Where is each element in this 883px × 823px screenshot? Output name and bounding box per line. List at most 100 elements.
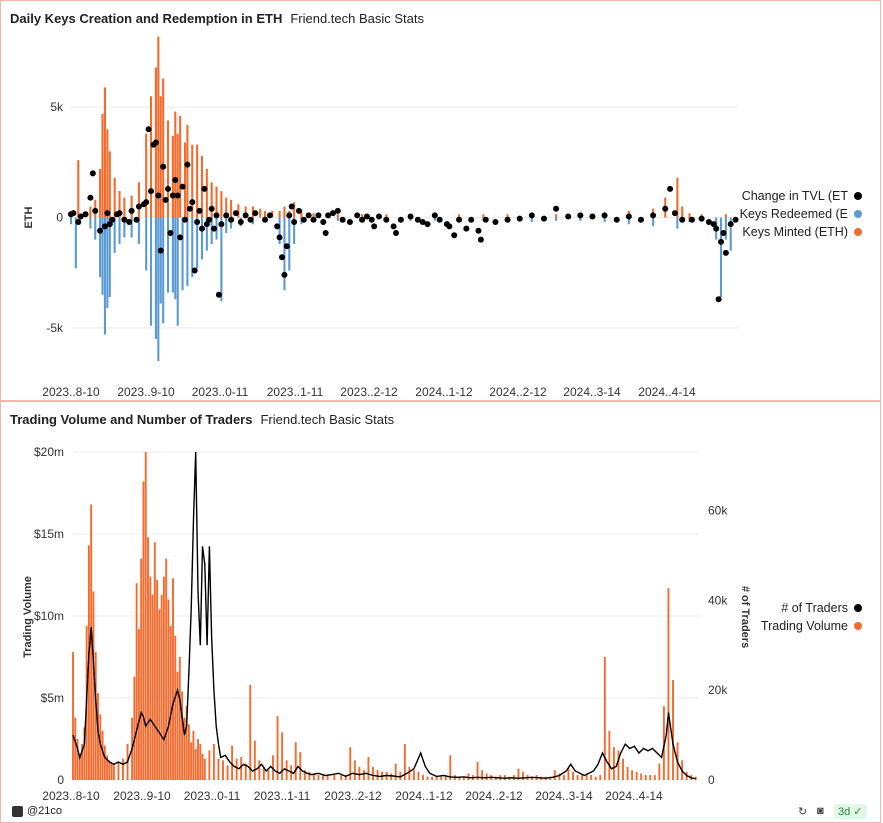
bar-trading-volume bbox=[631, 770, 634, 780]
bar-trading-volume bbox=[133, 676, 136, 780]
bar-trading-volume bbox=[222, 760, 224, 780]
point-tvl-change bbox=[196, 207, 203, 214]
bar-keys-redeemed bbox=[99, 217, 102, 278]
bar-trading-volume bbox=[522, 771, 524, 780]
bar-trading-volume bbox=[317, 775, 320, 780]
bar-keys-redeemed bbox=[94, 217, 97, 240]
bar-trading-volume bbox=[185, 706, 188, 780]
bar-trading-volume bbox=[558, 773, 561, 780]
point-tvl-change bbox=[329, 210, 336, 217]
legend-item-minted[interactable]: Keys Minted (ETH) bbox=[740, 223, 862, 241]
bar-keys-redeemed bbox=[230, 217, 233, 229]
bar-keys-redeemed bbox=[186, 217, 189, 286]
point-tvl-change bbox=[325, 212, 332, 219]
y-tick-label: 0 bbox=[56, 211, 63, 225]
author-handle[interactable]: @21co bbox=[27, 805, 63, 817]
point-tvl-change bbox=[732, 216, 739, 223]
bar-keys-minted bbox=[77, 160, 80, 218]
chart-legend[interactable]: # of Traders Trading Volume bbox=[761, 599, 862, 635]
bar-keys-redeemed bbox=[154, 217, 157, 339]
point-tvl-change bbox=[376, 213, 383, 220]
point-tvl-change bbox=[516, 215, 523, 222]
bar-keys-minted bbox=[149, 96, 153, 218]
y2-tick-label: 20k bbox=[708, 683, 728, 697]
point-tvl-change bbox=[650, 212, 657, 219]
point-tvl-change bbox=[89, 170, 96, 177]
point-tvl-change bbox=[128, 207, 135, 214]
point-tvl-change bbox=[589, 213, 596, 220]
point-tvl-change bbox=[198, 225, 205, 232]
bar-trading-volume bbox=[603, 657, 606, 780]
point-tvl-change bbox=[320, 218, 327, 225]
bar-trading-volume bbox=[394, 763, 397, 780]
bar-trading-volume bbox=[192, 730, 195, 780]
freshness-badge[interactable]: 3d ✓ bbox=[834, 804, 867, 819]
x-tick-label: 2023..8-10 bbox=[42, 385, 100, 399]
y2-tick-label: 60k bbox=[708, 503, 728, 517]
bar-trading-volume bbox=[467, 773, 470, 780]
bar-keys-redeemed bbox=[108, 217, 111, 297]
bar-keys-minted bbox=[196, 144, 199, 218]
bar-keys-minted bbox=[225, 197, 228, 218]
bar-trading-volume bbox=[667, 588, 670, 780]
point-tvl-change bbox=[276, 234, 283, 241]
point-tvl-change bbox=[310, 216, 317, 223]
legend-item-tvl[interactable]: Change in TVL (ET bbox=[740, 187, 862, 205]
bar-trading-volume bbox=[426, 776, 429, 780]
point-tvl-change bbox=[553, 205, 560, 212]
legend-item-redeemed[interactable]: Keys Redeemed (E bbox=[740, 205, 862, 223]
bar-keys-minted bbox=[555, 214, 558, 218]
bar-keys-redeemed bbox=[106, 217, 109, 309]
bar-trading-volume bbox=[281, 732, 284, 780]
bar-keys-minted bbox=[137, 182, 140, 218]
point-tvl-change bbox=[143, 199, 150, 206]
bar-trading-volume bbox=[262, 766, 265, 780]
x-tick-label: 2023..2-12 bbox=[340, 385, 398, 399]
bar-trading-volume bbox=[322, 775, 324, 780]
y-tick-label: $15m bbox=[34, 527, 64, 541]
point-tvl-change bbox=[194, 218, 201, 225]
point-tvl-change bbox=[286, 212, 293, 219]
bar-keys-redeemed bbox=[181, 217, 184, 291]
bar-trading-volume bbox=[417, 771, 420, 780]
footer: @21co ↻ ◙ 3d ✓ bbox=[0, 801, 881, 823]
bar-trading-volume bbox=[422, 775, 424, 780]
bar-trading-volume bbox=[494, 776, 497, 780]
bar-keys-redeemed bbox=[627, 217, 630, 225]
bar-trading-volume bbox=[174, 635, 177, 780]
line-num-traders bbox=[72, 451, 696, 780]
keys-chart-svg[interactable]: 5k 0 -5k ETH 2023..8-10 2023..9-10 2023..0-11 2… bbox=[1, 1, 882, 402]
volume-chart-svg[interactable]: $20m $15m $10m $5m 0 60k 40k 20k 0 Trading Volume… bbox=[1, 402, 882, 802]
refresh-icon[interactable]: ↻ bbox=[798, 806, 808, 818]
point-tvl-change bbox=[363, 213, 370, 220]
bar-keys-redeemed bbox=[113, 217, 116, 253]
chart-legend[interactable]: Change in TVL (ET Keys Redeemed (E Keys … bbox=[740, 187, 862, 241]
point-tvl-change bbox=[152, 139, 159, 146]
y-tick-label: $10m bbox=[34, 609, 64, 623]
point-tvl-change bbox=[727, 221, 734, 228]
bar-keys-redeemed bbox=[724, 217, 727, 240]
point-tvl-change bbox=[279, 254, 286, 261]
bar-trading-volume bbox=[106, 755, 109, 780]
bar-trading-volume bbox=[658, 763, 661, 780]
legend-item-traders[interactable]: # of Traders bbox=[761, 599, 862, 617]
bar-keys-redeemed bbox=[174, 217, 177, 300]
bar-keys-minted bbox=[244, 206, 247, 218]
point-tvl-change bbox=[305, 212, 312, 219]
point-tvl-change bbox=[281, 271, 288, 278]
bar-keys-redeemed bbox=[171, 217, 174, 293]
point-tvl-change bbox=[705, 218, 712, 225]
bar-trading-volume bbox=[553, 770, 556, 780]
bar-trading-volume bbox=[626, 766, 629, 780]
point-tvl-change bbox=[359, 216, 366, 223]
camera-icon[interactable]: ◙ bbox=[817, 805, 824, 817]
bar-trading-volume bbox=[212, 743, 215, 780]
legend-item-volume[interactable]: Trading Volume bbox=[761, 617, 862, 635]
point-tvl-change bbox=[383, 216, 390, 223]
y-axis-label: ETH bbox=[23, 206, 35, 228]
point-tvl-change bbox=[177, 234, 184, 241]
bar-trading-volume bbox=[462, 776, 465, 780]
bar-trading-volume bbox=[169, 625, 172, 780]
bar-trading-volume bbox=[408, 766, 411, 780]
bar-keys-redeemed bbox=[74, 217, 77, 269]
